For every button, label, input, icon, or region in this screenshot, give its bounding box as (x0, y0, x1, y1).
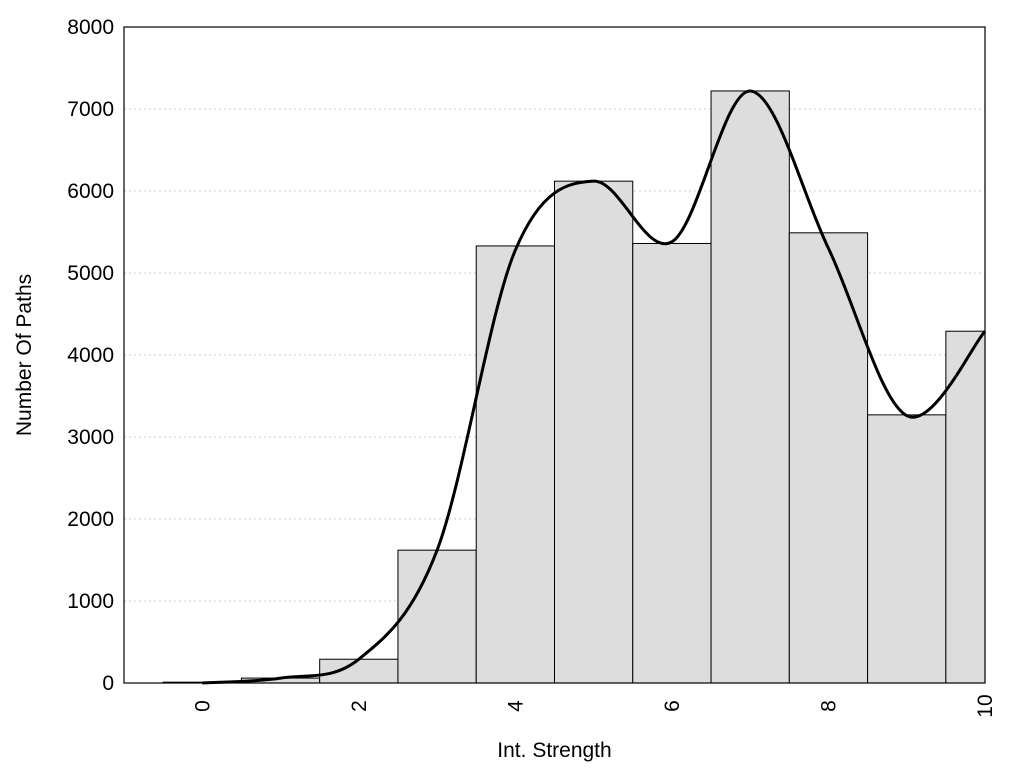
histogram-bar (319, 658, 399, 684)
smoothed-curve (202, 89, 987, 685)
y-tick-label: 1000 (67, 590, 114, 613)
histogram-bar (397, 549, 477, 684)
histogram-bar (554, 180, 634, 684)
x-tick-label: 8 (817, 700, 840, 712)
x-tick-label: 2 (348, 700, 371, 712)
x-tick-label: 6 (661, 700, 684, 712)
x-axis-ticks: 0 2 4 6 8 10 (191, 694, 997, 717)
x-tick-label: 10 (974, 694, 997, 717)
histogram-bar (945, 330, 986, 684)
histogram-bar (710, 90, 790, 684)
y-tick-label: 3000 (67, 426, 114, 449)
y-tick-label: 8000 (67, 16, 114, 39)
y-axis-label: Number Of Paths (13, 274, 36, 436)
x-tick-label: 4 (504, 700, 527, 712)
histogram-bars (162, 90, 986, 684)
histogram-bar (632, 242, 712, 684)
plot-frame (123, 26, 986, 684)
x-axis-label: Int. Strength (497, 739, 611, 762)
y-axis-ticks: 0 1000 2000 3000 4000 5000 6000 7000 8000 (67, 16, 114, 695)
histogram-bar (475, 245, 555, 684)
y-tick-label: 5000 (67, 262, 114, 285)
y-tick-label: 2000 (67, 508, 114, 531)
histogram-bar (867, 414, 947, 684)
y-tick-label: 7000 (67, 98, 114, 121)
y-tick-label: 4000 (67, 344, 114, 367)
y-tick-label: 0 (102, 672, 114, 695)
smoothed-curve-line (202, 89, 987, 685)
histogram-bar (788, 232, 869, 684)
x-tick-label: 0 (191, 700, 214, 712)
y-tick-label: 6000 (67, 180, 114, 203)
